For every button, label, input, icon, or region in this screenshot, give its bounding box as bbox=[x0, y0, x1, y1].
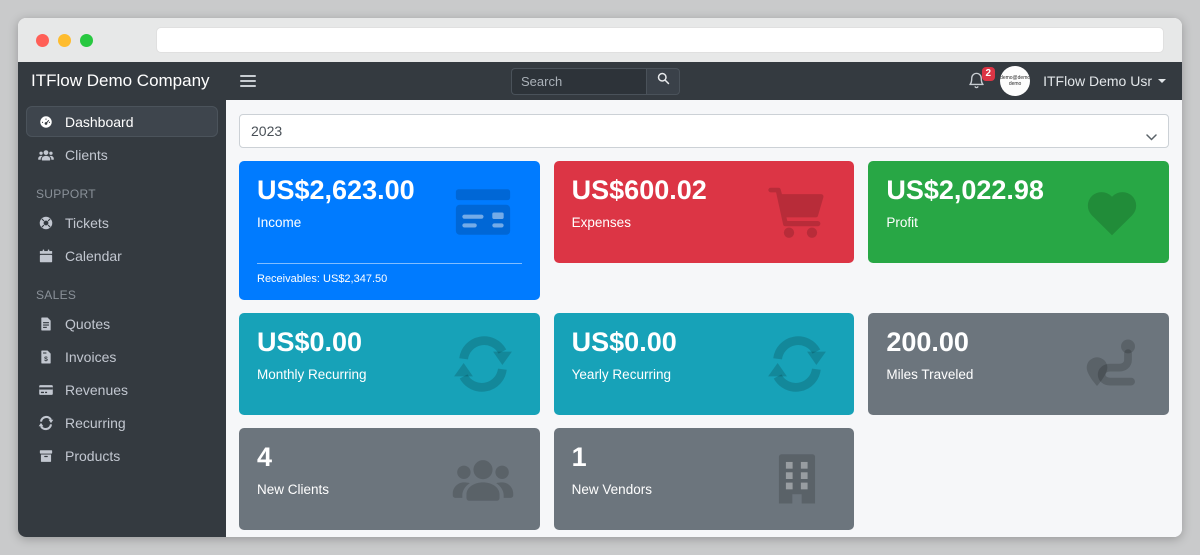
expenses-label: Expenses bbox=[571, 214, 631, 230]
route-icon bbox=[1075, 333, 1149, 395]
new-vendors-label: New Vendors bbox=[571, 481, 652, 497]
main-content: 2023 US$2,623.00 Income Receivable bbox=[226, 100, 1182, 537]
top-navbar: ITFlow Demo Company 2 bbox=[18, 62, 1182, 100]
new-vendors-card[interactable]: 1 New Vendors bbox=[553, 428, 855, 530]
sidebar-item-invoices[interactable]: $ Invoices bbox=[26, 341, 218, 372]
profit-card[interactable]: US$2,022.98 Profit bbox=[868, 161, 1169, 263]
close-window-button[interactable] bbox=[36, 33, 49, 47]
miles-traveled-card[interactable]: 200.00 Miles Traveled bbox=[868, 313, 1169, 415]
user-menu[interactable]: ITFlow Demo Usr bbox=[1043, 73, 1166, 89]
monthly-recurring-value: US$0.00 bbox=[257, 327, 363, 357]
hamburger-icon[interactable] bbox=[240, 75, 256, 87]
file-lines-icon bbox=[37, 315, 54, 332]
sidebar-item-label: Invoices bbox=[65, 348, 117, 365]
users-icon bbox=[37, 146, 54, 163]
sidebar-item-label: Dashboard bbox=[65, 113, 134, 130]
sidebar-section-support: SUPPORT bbox=[36, 187, 96, 201]
bell-icon bbox=[967, 72, 986, 94]
new-clients-value: 4 bbox=[257, 442, 273, 472]
income-card[interactable]: US$2,623.00 Income Receivables: US$2,347… bbox=[239, 161, 540, 300]
box-icon bbox=[37, 447, 54, 464]
sidebar-item-clients[interactable]: Clients bbox=[26, 139, 218, 170]
file-invoice-dollar-icon: $ bbox=[37, 348, 54, 365]
sidebar-item-products[interactable]: Products bbox=[26, 440, 218, 471]
notification-badge: 2 bbox=[981, 67, 996, 81]
income-value: US$2,623.00 bbox=[257, 175, 415, 205]
sidebar-item-recurring[interactable]: Recurring bbox=[26, 407, 218, 438]
stats-row-1: US$2,623.00 Income Receivables: US$2,347… bbox=[239, 161, 1169, 300]
sidebar-item-label: Tickets bbox=[65, 214, 109, 231]
calendar-icon bbox=[37, 247, 54, 264]
navbar-right: 2 demo@demo demo ITFlow Demo Usr bbox=[967, 66, 1182, 96]
avatar[interactable]: demo@demo demo bbox=[1000, 66, 1031, 96]
sidebar-item-tickets[interactable]: Tickets bbox=[26, 207, 218, 238]
chevron-down-icon bbox=[1158, 79, 1166, 83]
income-receivables: Receivables: US$2,347.50 bbox=[257, 263, 522, 285]
expenses-card[interactable]: US$600.02 Expenses bbox=[553, 161, 855, 263]
search-input[interactable] bbox=[511, 67, 646, 95]
income-label: Income bbox=[257, 214, 302, 230]
sync-icon bbox=[760, 333, 834, 395]
monthly-recurring-label: Monthly Recurring bbox=[257, 366, 367, 382]
yearly-recurring-label: Yearly Recurring bbox=[571, 366, 671, 382]
sidebar-item-revenues[interactable]: Revenues bbox=[26, 374, 218, 405]
expenses-value: US$600.02 bbox=[571, 175, 707, 205]
miles-traveled-label: Miles Traveled bbox=[886, 366, 974, 382]
heart-icon bbox=[1075, 181, 1149, 243]
navbar-search bbox=[511, 67, 680, 95]
building-icon bbox=[760, 448, 834, 510]
stats-row-3: 4 New Clients 1 New Vendors bbox=[239, 428, 1169, 530]
zoom-window-button[interactable] bbox=[80, 33, 93, 47]
sync-icon bbox=[37, 414, 54, 431]
sidebar: Dashboard Clients SUPPORT Tickets Calend bbox=[18, 100, 226, 537]
year-filter: 2023 bbox=[239, 114, 1169, 148]
sidebar-item-dashboard[interactable]: Dashboard bbox=[26, 106, 218, 137]
avatar-text: demo bbox=[1008, 81, 1022, 87]
yearly-recurring-value: US$0.00 bbox=[571, 327, 677, 357]
sync-icon bbox=[446, 333, 520, 395]
yearly-recurring-card[interactable]: US$0.00 Yearly Recurring bbox=[553, 313, 855, 415]
sidebar-item-label: Clients bbox=[65, 146, 108, 163]
monthly-recurring-card[interactable]: US$0.00 Monthly Recurring bbox=[239, 313, 540, 415]
stats-row-2: US$0.00 Monthly Recurring US$0.00 Yearly… bbox=[239, 313, 1169, 415]
sidebar-section-sales: SALES bbox=[36, 288, 77, 302]
browser-window: ITFlow Demo Company 2 bbox=[18, 18, 1182, 537]
users-icon bbox=[446, 448, 520, 510]
credit-card-icon bbox=[37, 381, 54, 398]
svg-text:$: $ bbox=[44, 356, 48, 363]
search-button[interactable] bbox=[646, 67, 680, 95]
life-ring-icon bbox=[37, 214, 54, 231]
avatar-text: demo@demo bbox=[1000, 74, 1031, 81]
miles-traveled-value: 200.00 bbox=[886, 327, 969, 357]
sidebar-item-label: Calendar bbox=[65, 247, 122, 264]
user-name-label: ITFlow Demo Usr bbox=[1043, 73, 1152, 89]
sidebar-item-label: Revenues bbox=[65, 381, 129, 398]
new-clients-label: New Clients bbox=[257, 481, 330, 497]
browser-chrome bbox=[18, 18, 1182, 62]
sidebar-item-label: Quotes bbox=[65, 315, 111, 332]
profit-value: US$2,022.98 bbox=[886, 175, 1044, 205]
company-brand[interactable]: ITFlow Demo Company bbox=[31, 71, 210, 90]
credit-card-icon bbox=[446, 181, 520, 243]
cart-icon bbox=[760, 181, 834, 243]
minimize-window-button[interactable] bbox=[58, 33, 71, 47]
profit-label: Profit bbox=[886, 214, 918, 230]
new-vendors-value: 1 bbox=[571, 442, 587, 472]
search-icon bbox=[656, 71, 671, 91]
sidebar-item-calendar[interactable]: Calendar bbox=[26, 240, 218, 271]
notifications-button[interactable]: 2 bbox=[967, 67, 996, 94]
url-bar[interactable] bbox=[156, 27, 1164, 53]
sidebar-item-label: Recurring bbox=[65, 414, 126, 431]
sidebar-item-quotes[interactable]: Quotes bbox=[26, 308, 218, 339]
sidebar-item-label: Products bbox=[65, 447, 121, 464]
year-select[interactable]: 2023 bbox=[239, 114, 1169, 148]
tachometer-icon bbox=[37, 113, 54, 130]
new-clients-card[interactable]: 4 New Clients bbox=[239, 428, 540, 530]
